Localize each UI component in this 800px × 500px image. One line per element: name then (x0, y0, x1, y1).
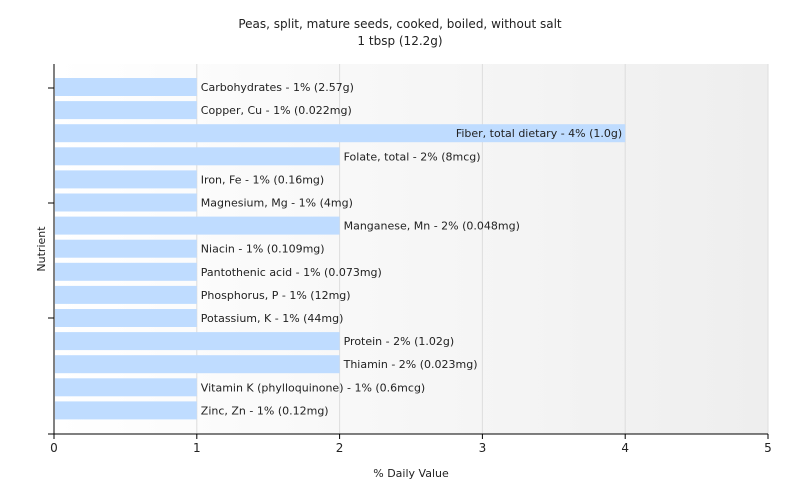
bar (55, 262, 197, 281)
x-axis-label: % Daily Value (373, 467, 449, 480)
bar (55, 239, 197, 258)
bar-label: Manganese, Mn - 2% (0.048mg) (344, 220, 520, 233)
bar (55, 170, 197, 189)
bar-label: Fiber, total dietary - 4% (1.0g) (456, 127, 622, 140)
x-tick-label: 4 (621, 441, 629, 455)
bar-label: Copper, Cu - 1% (0.022mg) (201, 104, 352, 117)
bar (55, 332, 340, 351)
bar-label: Carbohydrates - 1% (2.57g) (201, 81, 354, 94)
bar (55, 355, 340, 374)
x-tick-label: 5 (764, 441, 772, 455)
bar (55, 124, 626, 143)
y-axis-label: Nutrient (35, 226, 48, 272)
bar-group (55, 78, 626, 420)
bar-label: Niacin - 1% (0.109mg) (201, 243, 325, 256)
bar-label: Thiamin - 2% (0.023mg) (343, 358, 478, 371)
bar (55, 216, 340, 235)
bar (55, 401, 197, 420)
x-tick-label: 3 (479, 441, 487, 455)
chart-title: Peas, split, mature seeds, cooked, boile… (238, 17, 562, 31)
axes (48, 64, 769, 439)
x-tick-labels: 0 1 2 3 4 5 (50, 441, 772, 455)
bar-label: Vitamin K (phylloquinone) - 1% (0.6mcg) (201, 381, 425, 394)
bar (55, 147, 340, 166)
x-tick-label: 1 (193, 441, 201, 455)
bar-label: Phosphorus, P - 1% (12mg) (201, 289, 351, 302)
x-tick-label: 0 (50, 441, 58, 455)
chart-subtitle: 1 tbsp (12.2g) (357, 34, 442, 48)
bar-label: Pantothenic acid - 1% (0.073mg) (201, 266, 382, 279)
bar-label: Iron, Fe - 1% (0.16mg) (201, 173, 324, 186)
bar-label: Magnesium, Mg - 1% (4mg) (201, 197, 353, 210)
bar (55, 378, 197, 397)
bar (55, 101, 197, 120)
bar (55, 78, 197, 96)
bar-label-group: Carbohydrates - 1% (2.57g) Copper, Cu - 1… (201, 81, 622, 417)
bar (55, 193, 197, 212)
bar-label: Folate, total - 2% (8mcg) (344, 150, 481, 163)
x-tick-label: 2 (336, 441, 344, 455)
bar (55, 309, 197, 327)
bar-label: Zinc, Zn - 1% (0.12mg) (201, 404, 329, 417)
bar (55, 285, 197, 304)
bar-label: Protein - 2% (1.02g) (344, 335, 455, 348)
bar-label: Potassium, K - 1% (44mg) (201, 312, 344, 325)
